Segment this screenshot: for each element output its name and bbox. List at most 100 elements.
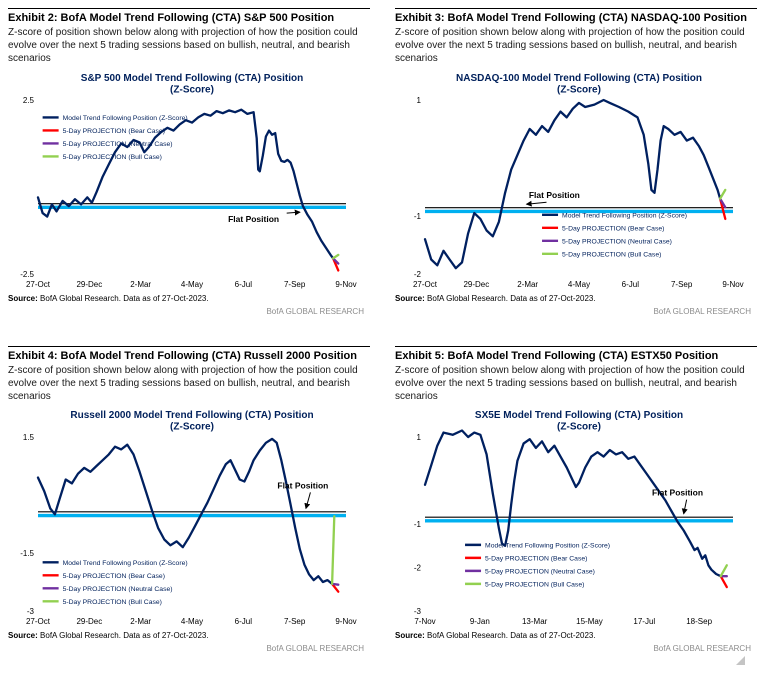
flat-position-arrow xyxy=(525,200,547,207)
y-tick-label: 1 xyxy=(417,433,422,442)
legend-label: 5-Day PROJECTION (Neutral Case) xyxy=(63,586,173,593)
chart-sx5e: SX5E Model Trend Following (CTA) Positio… xyxy=(414,410,733,626)
exhibit-subtitle: Z-score of position shown below along wi… xyxy=(395,27,745,65)
chart-title-line1: Russell 2000 Model Trend Following (CTA)… xyxy=(70,410,313,421)
legend-label: Model Trend Following Position (Z-Score) xyxy=(485,543,610,550)
brand-line: BofA GLOBAL RESEARCH xyxy=(653,644,751,654)
projection-bull-line xyxy=(718,188,727,200)
exhibit-panel-nasdaq: Exhibit 3: BofA Model Trend Following (C… xyxy=(395,8,757,316)
exhibit-subtitle: Z-score of position shown below along wi… xyxy=(395,364,745,402)
source-line: Source: BofA Global Research. Data as of… xyxy=(8,294,370,303)
exhibit-subtitle: Z-score of position shown below along wi… xyxy=(8,364,358,402)
flat-position-arrow xyxy=(304,492,311,510)
projection-bull-line xyxy=(330,515,336,586)
x-tick-label: 9-Nov xyxy=(335,617,356,626)
x-tick-label: 7-Nov xyxy=(414,617,435,626)
legend-label: 5-Day PROJECTION (Neutral Case) xyxy=(562,238,672,245)
y-tick-label: 1 xyxy=(417,96,422,105)
flat-position-arrow xyxy=(286,209,301,216)
legend-label: 5-Day PROJECTION (Bull Case) xyxy=(562,251,661,258)
y-tick-label: 1.5 xyxy=(23,433,35,442)
series-line xyxy=(423,429,722,578)
brand-line: BofA GLOBAL RESEARCH xyxy=(266,306,364,316)
y-tick-label: -1 xyxy=(414,520,422,529)
flat-position-label: Flat Position xyxy=(277,480,328,490)
x-tick-label: 2-Mar xyxy=(130,280,151,289)
exhibit-panel-estx50: Exhibit 5: BofA Model Trend Following (C… xyxy=(395,345,757,654)
x-tick-label: 27-Oct xyxy=(26,617,51,626)
source-text: BofA Global Research. Data as of 27-Oct-… xyxy=(427,631,596,641)
chart-sp500: S&P 500 Model Trend Following (CTA) Posi… xyxy=(20,73,356,289)
x-tick-label: 6-Jul xyxy=(235,617,253,626)
flat-position-label: Flat Position xyxy=(529,190,580,200)
panel-divider xyxy=(8,8,370,9)
resize-grip xyxy=(736,656,745,665)
legend-label: 5-Day PROJECTION (Bull Case) xyxy=(485,582,584,589)
x-tick-label: 7-Sep xyxy=(671,280,693,289)
legend-label: 5-Day PROJECTION (Bear Case) xyxy=(63,127,165,134)
source-label: Source: xyxy=(8,293,38,303)
exhibit-title: Exhibit 2: BofA Model Trend Following (C… xyxy=(8,12,335,24)
y-tick-label: -2 xyxy=(414,270,422,279)
source-line: Source: BofA Global Research. Data as of… xyxy=(8,631,370,640)
chart-title-line2: (Z-Score) xyxy=(557,422,601,433)
brand-line: BofA GLOBAL RESEARCH xyxy=(266,644,364,654)
exhibit-title: Exhibit 4: BofA Model Trend Following (C… xyxy=(8,349,357,362)
exhibit-panel-russell: Exhibit 4: BofA Model Trend Following (C… xyxy=(8,345,370,654)
projection-bear-line xyxy=(719,575,728,589)
y-tick-label: -3 xyxy=(414,607,422,616)
y-tick-label: 2.5 xyxy=(23,96,35,105)
x-tick-label: 9-Nov xyxy=(722,280,743,289)
chart-title-line2: (Z-Score) xyxy=(170,422,214,433)
series-line xyxy=(423,98,722,269)
x-tick-label: 2-Mar xyxy=(130,617,151,626)
source-line: Source: BofA Global Research. Data as of… xyxy=(395,294,757,303)
legend-label: 5-Day PROJECTION (Bear Case) xyxy=(63,573,165,580)
y-tick-label: -2.5 xyxy=(20,270,34,279)
source-text: BofA Global Research. Data as of 27-Oct-… xyxy=(40,293,209,303)
projection-bear-line xyxy=(330,582,340,593)
chart-title-line1: NASDAQ-100 Model Trend Following (CTA) P… xyxy=(456,73,702,84)
exhibit-title: Exhibit 5: BofA Model Trend Following (C… xyxy=(395,349,719,362)
source-text: BofA Global Research. Data as of 27-Oct-… xyxy=(40,631,209,641)
x-tick-label: 18-Sep xyxy=(686,617,712,626)
projection-neutral-line xyxy=(718,197,727,209)
projection-neutral-line xyxy=(331,256,340,265)
x-tick-label: 13-Mar xyxy=(522,617,548,626)
y-tick-label: -1 xyxy=(414,212,422,221)
projection-bull-line xyxy=(719,564,728,578)
x-tick-label: 9-Nov xyxy=(335,280,356,289)
chart-title-line1: S&P 500 Model Trend Following (CTA) Posi… xyxy=(81,73,303,84)
legend-label: 5-Day PROJECTION (Bear Case) xyxy=(562,225,664,232)
x-tick-label: 2-Mar xyxy=(517,280,538,289)
chart-russell2000: Russell 2000 Model Trend Following (CTA)… xyxy=(20,410,356,626)
legend-label: 5-Day PROJECTION (Neutral Case) xyxy=(63,140,173,147)
series-line xyxy=(36,437,334,586)
panel-divider xyxy=(395,8,757,9)
flat-position-label: Flat Position xyxy=(228,214,279,224)
x-tick-label: 9-Jan xyxy=(470,617,490,626)
chart-title-line2: (Z-Score) xyxy=(557,84,601,95)
x-tick-label: 6-Jul xyxy=(622,280,640,289)
series-line xyxy=(36,108,335,260)
x-tick-label: 29-Dec xyxy=(463,280,489,289)
source-label: Source: xyxy=(8,631,38,641)
source-text: BofA Global Research. Data as of 27-Oct-… xyxy=(427,293,596,303)
y-tick-label: -1.5 xyxy=(20,549,34,558)
chart-title-line1: SX5E Model Trend Following (CTA) Positio… xyxy=(475,410,683,421)
y-tick-label: -3 xyxy=(27,607,35,616)
x-tick-label: 29-Dec xyxy=(76,280,102,289)
x-tick-label: 7-Sep xyxy=(284,617,306,626)
x-tick-label: 29-Dec xyxy=(76,617,102,626)
source-label: Source: xyxy=(395,631,425,641)
panel-divider xyxy=(395,345,757,347)
flat-position-label: Flat Position xyxy=(652,488,703,498)
x-tick-label: 4-May xyxy=(181,280,203,289)
x-tick-label: 15-May xyxy=(576,617,603,626)
legend-label: Model Trend Following Position (Z-Score) xyxy=(562,212,687,219)
legend-label: 5-Day PROJECTION (Bear Case) xyxy=(485,556,587,563)
chart-title-line2: (Z-Score) xyxy=(170,84,214,95)
x-tick-label: 7-Sep xyxy=(284,280,306,289)
source-line: Source: BofA Global Research. Data as of… xyxy=(395,631,757,640)
